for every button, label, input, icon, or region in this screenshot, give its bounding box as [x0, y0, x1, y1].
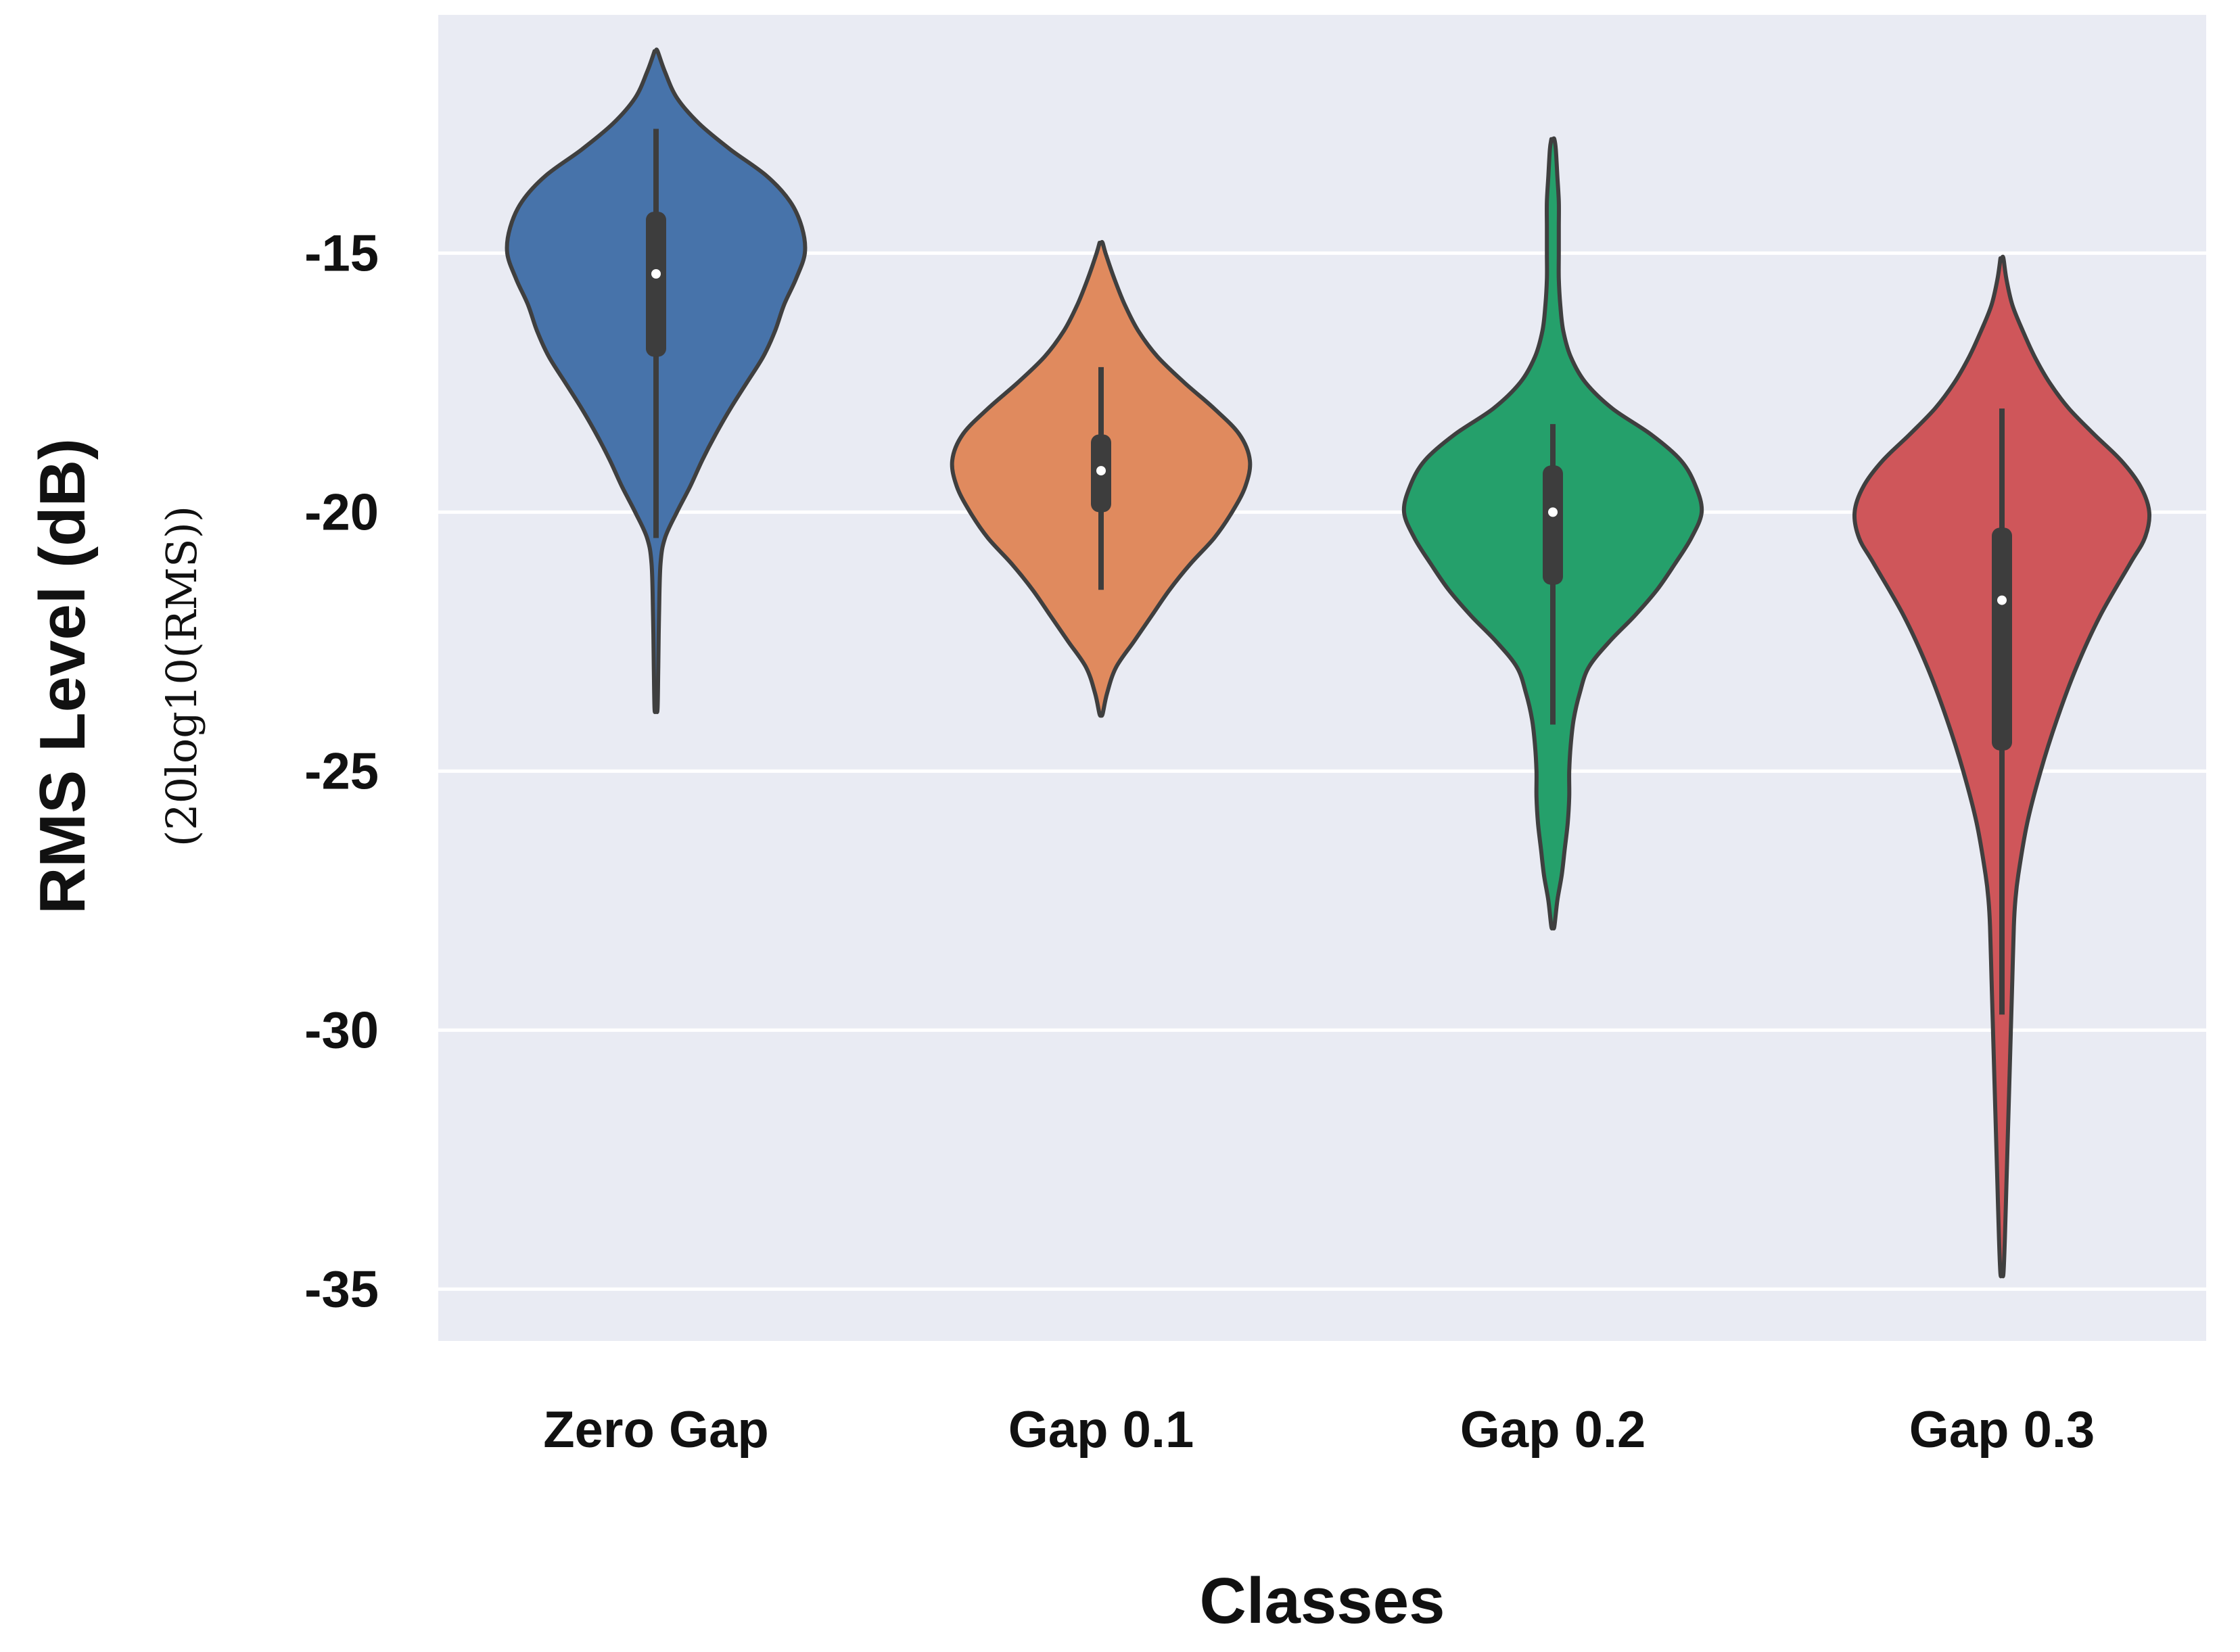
violin-median-dot	[651, 269, 661, 279]
violin-median-dot	[1997, 595, 2007, 605]
x-tick-labels: Zero Gap Gap 0.1 Gap 0.2 Gap 0.3	[543, 1401, 2095, 1459]
y-tick-label: -20	[304, 483, 379, 541]
violin-gap-0-3	[1852, 254, 2152, 1279]
violin-iqr-box	[1992, 527, 2012, 751]
violin-iqr-box	[646, 212, 666, 357]
x-tick-label: Gap 0.2	[1460, 1401, 1646, 1459]
violin-iqr-box	[1543, 465, 1563, 585]
y-tick-labels: -15 -20 -25 -30 -35	[304, 225, 379, 1318]
violin-median-dot	[1096, 466, 1106, 476]
y-tick-label: -25	[304, 742, 379, 800]
x-tick-label: Gap 0.1	[1008, 1401, 1194, 1459]
y-axis-title-group: RMS Level (dB) (20log10(RMS))	[26, 438, 206, 914]
y-axis-subtitle: (20log10(RMS))	[157, 506, 206, 847]
violin-median-dot	[1548, 507, 1558, 517]
y-tick-label: -35	[304, 1260, 379, 1318]
x-tick-label: Gap 0.3	[1909, 1401, 2095, 1459]
y-tick-label: -30	[304, 1001, 379, 1059]
x-axis-title: Classes	[1200, 1565, 1445, 1637]
y-axis-title: RMS Level (dB)	[26, 438, 99, 914]
violin-gap-0-2	[1401, 136, 1704, 931]
violin-zero-gap	[505, 47, 808, 714]
violin-gap-0-1	[950, 239, 1253, 718]
x-tick-label: Zero Gap	[543, 1401, 769, 1459]
y-tick-label: -15	[304, 225, 379, 282]
violins	[505, 47, 2152, 1279]
